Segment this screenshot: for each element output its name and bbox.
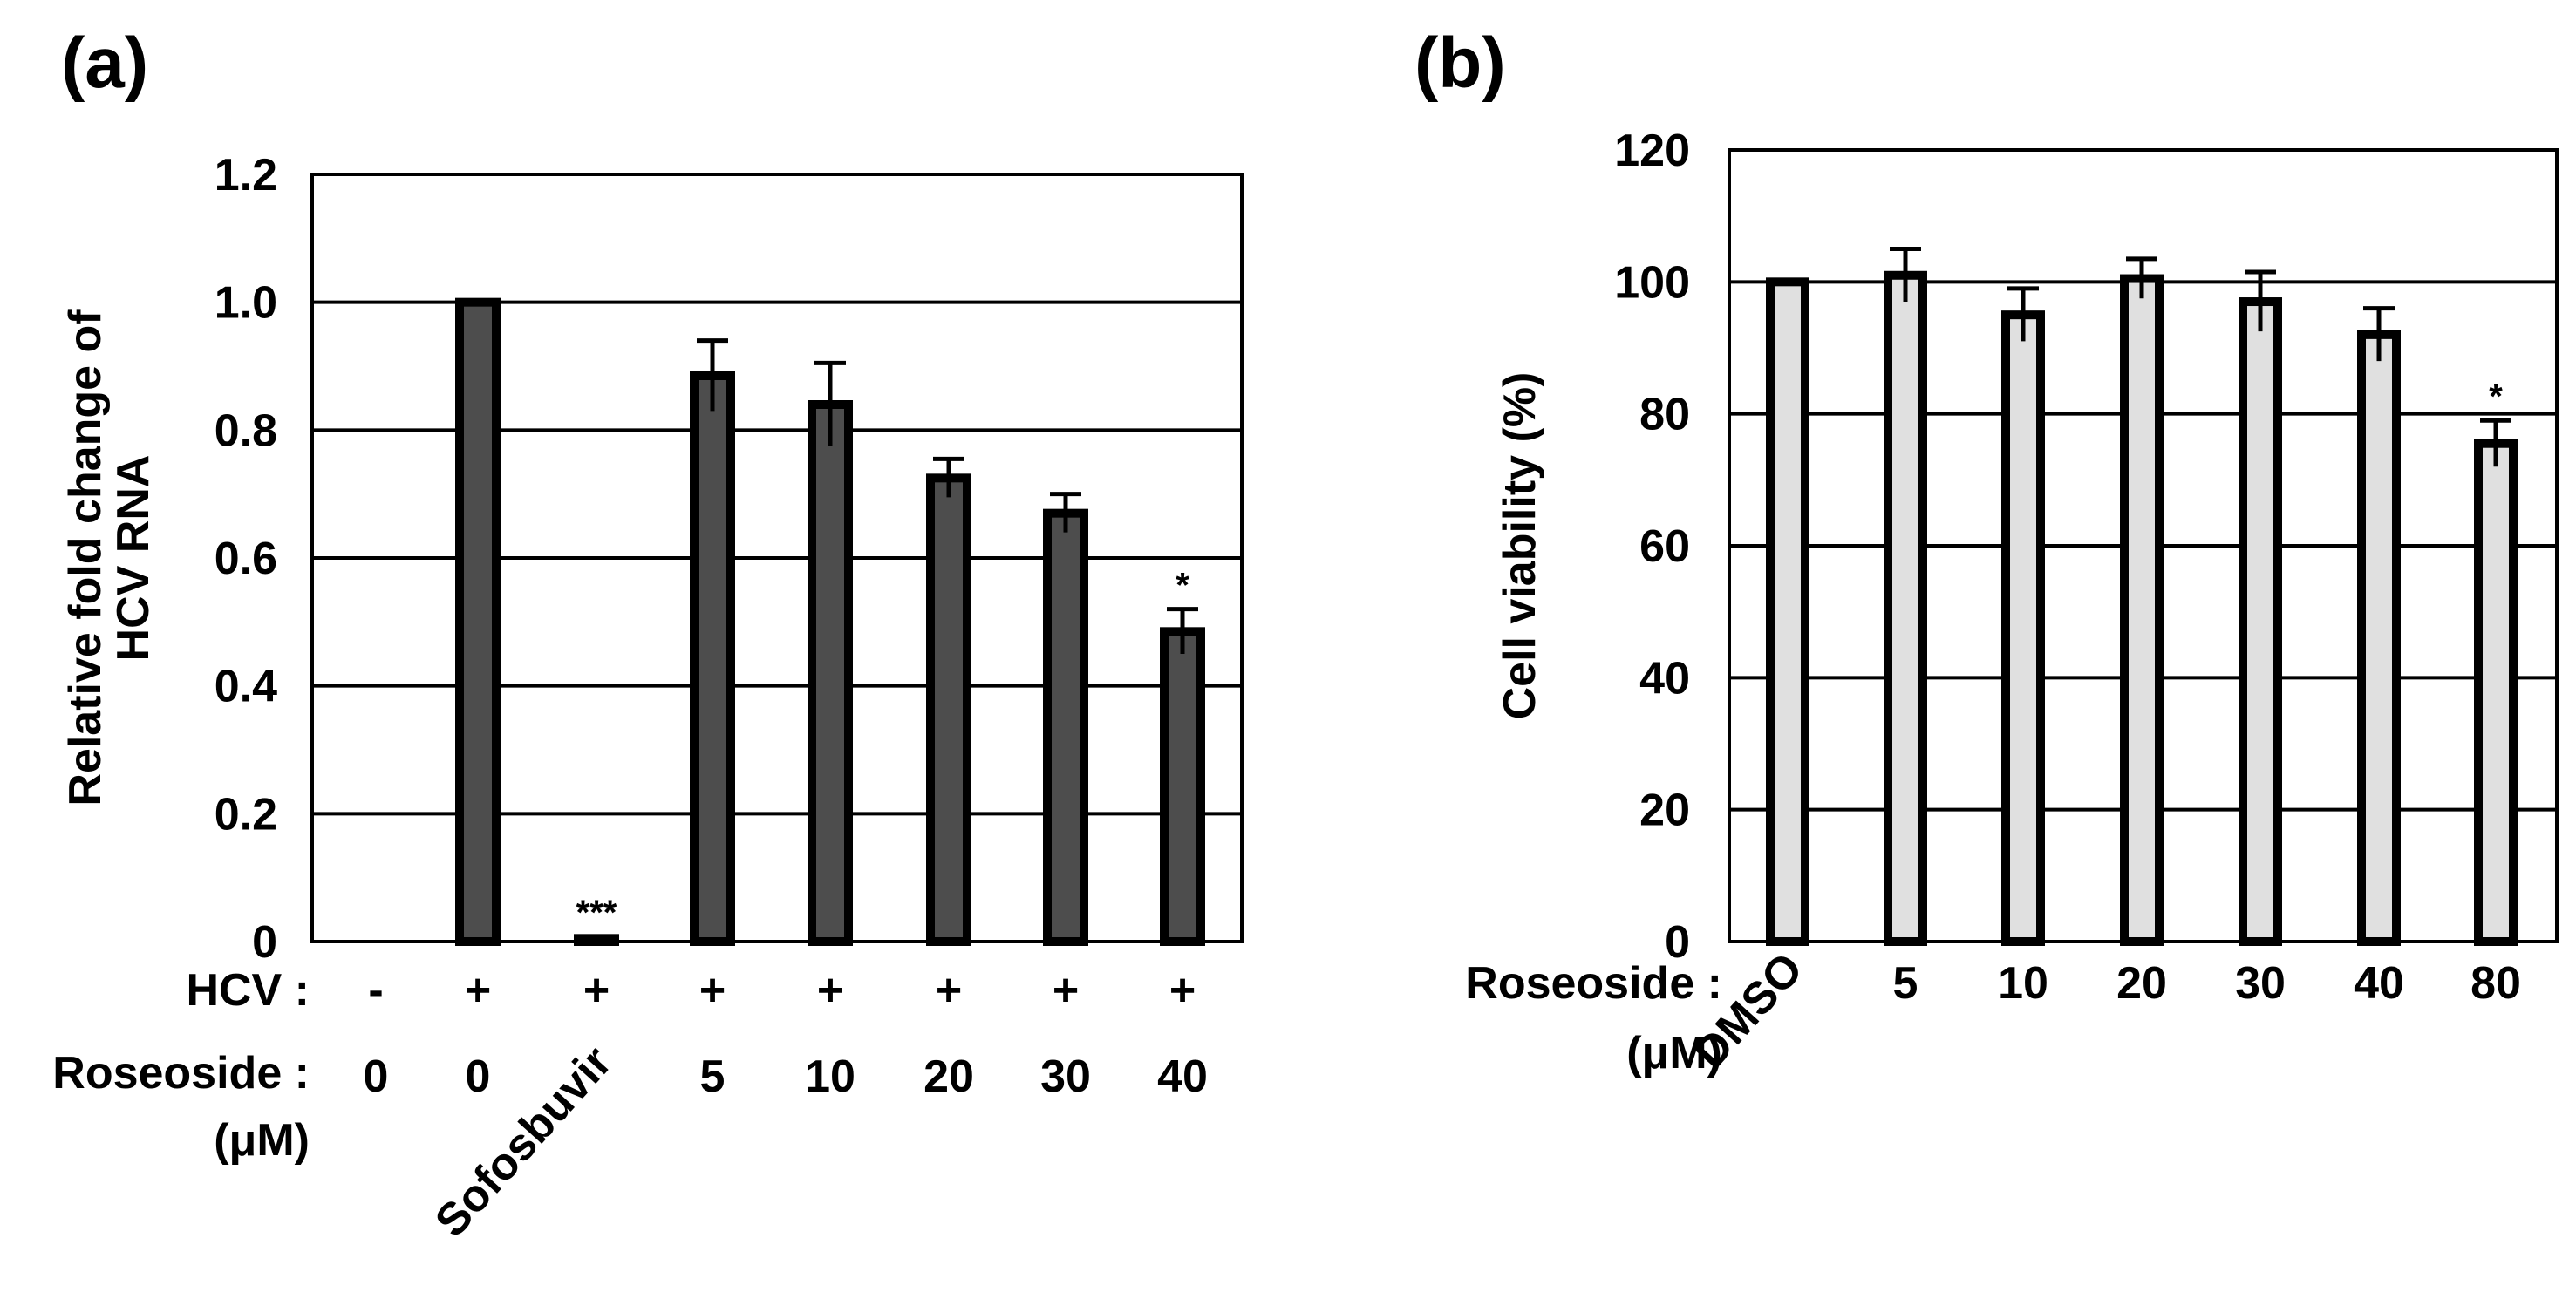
y-tick-label: 0.2 [215,789,277,840]
x-category-label: 10 [805,1051,855,1102]
x-category-label-rotated: Sofosbuvir [426,1037,622,1247]
hcv-status-label: - [368,965,383,1016]
y-axis-label: Cell viability (%) [1495,372,1545,720]
x-category-label: 40 [2354,958,2404,1009]
plot-frame [310,173,1244,943]
bar [1766,277,1809,947]
panel-label: (b) [1414,24,1506,103]
x-category-label: 20 [2116,958,2167,1009]
bar [1160,627,1205,946]
x-category-label: 0 [364,1051,389,1102]
y-tick-label: 1.0 [215,278,277,329]
x-category-label: 30 [2235,958,2286,1009]
bar [690,371,735,946]
x-category-label: 0 [466,1051,491,1102]
y-axis-label: HCV RNA [108,455,159,662]
y-tick-label: 120 [1614,126,1690,176]
x-category-label: 10 [1998,958,2048,1009]
bar [2357,330,2401,947]
x-category-label: 20 [923,1051,974,1102]
bar [2001,310,2045,946]
bar [2474,439,2518,946]
y-tick-label: 0.8 [215,405,277,456]
bar [926,473,971,946]
hcv-status-label: + [1169,965,1196,1016]
bar [808,400,853,946]
row-label: (μM) [214,1115,310,1166]
y-tick-label: 0 [252,917,277,968]
bar [2120,274,2164,946]
hcv-status-label: + [699,965,726,1016]
y-tick-label: 1.2 [215,150,277,201]
bar [1043,508,1088,947]
y-tick-label: 0.6 [215,534,277,584]
hcv-status-label: + [1053,965,1079,1016]
significance-marker: * [2489,378,2503,416]
y-tick-label: 60 [1639,521,1690,572]
bar [455,297,501,946]
row-label: (μM) [1626,1028,1722,1078]
hcv-status-label: + [583,965,610,1016]
y-axis-label: Relative fold change of [60,309,111,806]
bar [2239,297,2282,946]
x-category-label: 80 [2470,958,2521,1009]
bar [574,934,619,947]
panel-label: (a) [61,24,148,103]
y-tick-label: 100 [1614,257,1690,308]
y-tick-label: 0 [1665,917,1690,968]
significance-marker: * [1176,567,1189,605]
y-tick-label: 20 [1639,786,1690,836]
row-label: HCV : [186,965,310,1016]
significance-marker: *** [576,894,617,932]
y-tick-label: 0.4 [215,662,277,712]
bar [1884,270,1927,946]
y-tick-label: 40 [1639,653,1690,704]
panel-a: (a) 0 0.2 0.4 0.6 0.8 1.0 1.2 Relative fold chan… [52,24,1244,1247]
panel-b: (b) 0 20 40 60 80 100 120 Cell viability (%) * Ros… [1414,24,2559,1078]
row-label: Roseoside : [52,1048,310,1099]
x-category-label: 5 [1893,958,1918,1009]
hcv-status-label: + [817,965,843,1016]
hcv-status-label: + [465,965,491,1016]
x-category-label: 5 [700,1051,726,1102]
x-category-label: 30 [1040,1051,1091,1102]
row-label: Roseoside : [1465,958,1722,1009]
hcv-status-label: + [936,965,962,1016]
y-tick-label: 80 [1639,390,1690,440]
x-category-label: 40 [1157,1051,1208,1102]
